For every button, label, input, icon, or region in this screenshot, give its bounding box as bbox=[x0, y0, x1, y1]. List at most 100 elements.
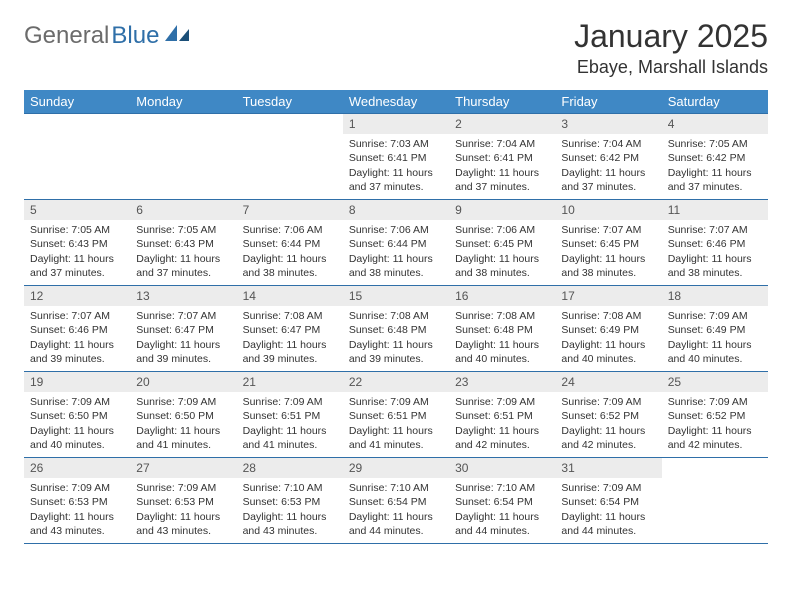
day-line: Sunset: 6:49 PM bbox=[561, 323, 655, 337]
day-number: 18 bbox=[662, 286, 768, 306]
day-body bbox=[24, 134, 130, 141]
day-cell: 21Sunrise: 7:09 AMSunset: 6:51 PMDayligh… bbox=[237, 372, 343, 458]
day-line: Sunrise: 7:09 AM bbox=[561, 395, 655, 409]
day-line: Sunrise: 7:06 AM bbox=[243, 223, 337, 237]
day-line: Sunset: 6:44 PM bbox=[349, 237, 443, 251]
day-cell: 6Sunrise: 7:05 AMSunset: 6:43 PMDaylight… bbox=[130, 200, 236, 286]
day-line: Daylight: 11 hours and 40 minutes. bbox=[668, 338, 762, 366]
day-number: 16 bbox=[449, 286, 555, 306]
day-cell: 16Sunrise: 7:08 AMSunset: 6:48 PMDayligh… bbox=[449, 286, 555, 372]
day-cell: 19Sunrise: 7:09 AMSunset: 6:50 PMDayligh… bbox=[24, 372, 130, 458]
day-line: Sunrise: 7:05 AM bbox=[136, 223, 230, 237]
day-line: Sunrise: 7:09 AM bbox=[668, 395, 762, 409]
week-row: 26Sunrise: 7:09 AMSunset: 6:53 PMDayligh… bbox=[24, 458, 768, 544]
month-title: January 2025 bbox=[574, 18, 768, 55]
day-cell: 10Sunrise: 7:07 AMSunset: 6:45 PMDayligh… bbox=[555, 200, 661, 286]
day-line: Sunrise: 7:08 AM bbox=[349, 309, 443, 323]
weekday-header: Friday bbox=[555, 90, 661, 114]
day-body: Sunrise: 7:07 AMSunset: 6:46 PMDaylight:… bbox=[662, 220, 768, 284]
day-line: Sunrise: 7:10 AM bbox=[243, 481, 337, 495]
day-number: 15 bbox=[343, 286, 449, 306]
day-line: Sunset: 6:53 PM bbox=[136, 495, 230, 509]
day-cell bbox=[237, 114, 343, 200]
day-body: Sunrise: 7:09 AMSunset: 6:50 PMDaylight:… bbox=[130, 392, 236, 456]
day-line: Daylight: 11 hours and 44 minutes. bbox=[561, 510, 655, 538]
day-body: Sunrise: 7:04 AMSunset: 6:42 PMDaylight:… bbox=[555, 134, 661, 198]
day-number bbox=[237, 114, 343, 134]
day-line: Sunrise: 7:08 AM bbox=[561, 309, 655, 323]
day-cell: 18Sunrise: 7:09 AMSunset: 6:49 PMDayligh… bbox=[662, 286, 768, 372]
day-cell: 20Sunrise: 7:09 AMSunset: 6:50 PMDayligh… bbox=[130, 372, 236, 458]
day-body bbox=[662, 478, 768, 485]
day-body: Sunrise: 7:09 AMSunset: 6:53 PMDaylight:… bbox=[24, 478, 130, 542]
logo-text-blue: Blue bbox=[111, 22, 159, 50]
day-line: Sunrise: 7:05 AM bbox=[668, 137, 762, 151]
day-cell: 25Sunrise: 7:09 AMSunset: 6:52 PMDayligh… bbox=[662, 372, 768, 458]
day-cell: 31Sunrise: 7:09 AMSunset: 6:54 PMDayligh… bbox=[555, 458, 661, 544]
day-line: Daylight: 11 hours and 37 minutes. bbox=[668, 166, 762, 194]
day-line: Sunset: 6:43 PM bbox=[30, 237, 124, 251]
day-line: Sunrise: 7:09 AM bbox=[30, 481, 124, 495]
calendar-table: SundayMondayTuesdayWednesdayThursdayFrid… bbox=[24, 90, 768, 544]
day-line: Sunset: 6:53 PM bbox=[30, 495, 124, 509]
weekday-header: Wednesday bbox=[343, 90, 449, 114]
day-number: 23 bbox=[449, 372, 555, 392]
day-number: 26 bbox=[24, 458, 130, 478]
day-cell: 30Sunrise: 7:10 AMSunset: 6:54 PMDayligh… bbox=[449, 458, 555, 544]
day-line: Sunrise: 7:09 AM bbox=[243, 395, 337, 409]
day-line: Sunset: 6:54 PM bbox=[455, 495, 549, 509]
day-cell: 26Sunrise: 7:09 AMSunset: 6:53 PMDayligh… bbox=[24, 458, 130, 544]
day-cell bbox=[130, 114, 236, 200]
day-line: Sunrise: 7:05 AM bbox=[30, 223, 124, 237]
day-number: 25 bbox=[662, 372, 768, 392]
day-line: Sunrise: 7:07 AM bbox=[30, 309, 124, 323]
day-number: 9 bbox=[449, 200, 555, 220]
day-body: Sunrise: 7:04 AMSunset: 6:41 PMDaylight:… bbox=[449, 134, 555, 198]
day-body: Sunrise: 7:10 AMSunset: 6:53 PMDaylight:… bbox=[237, 478, 343, 542]
day-number: 17 bbox=[555, 286, 661, 306]
day-line: Sunset: 6:42 PM bbox=[561, 151, 655, 165]
day-cell: 29Sunrise: 7:10 AMSunset: 6:54 PMDayligh… bbox=[343, 458, 449, 544]
day-line: Sunset: 6:53 PM bbox=[243, 495, 337, 509]
day-line: Sunrise: 7:09 AM bbox=[349, 395, 443, 409]
title-block: January 2025 Ebaye, Marshall Islands bbox=[574, 18, 768, 78]
day-body: Sunrise: 7:08 AMSunset: 6:48 PMDaylight:… bbox=[343, 306, 449, 370]
day-line: Sunset: 6:42 PM bbox=[668, 151, 762, 165]
day-body: Sunrise: 7:09 AMSunset: 6:51 PMDaylight:… bbox=[449, 392, 555, 456]
day-line: Daylight: 11 hours and 43 minutes. bbox=[136, 510, 230, 538]
day-line: Daylight: 11 hours and 37 minutes. bbox=[561, 166, 655, 194]
day-body: Sunrise: 7:05 AMSunset: 6:43 PMDaylight:… bbox=[24, 220, 130, 284]
day-number: 2 bbox=[449, 114, 555, 134]
day-body: Sunrise: 7:10 AMSunset: 6:54 PMDaylight:… bbox=[449, 478, 555, 542]
day-line: Daylight: 11 hours and 39 minutes. bbox=[243, 338, 337, 366]
day-cell: 11Sunrise: 7:07 AMSunset: 6:46 PMDayligh… bbox=[662, 200, 768, 286]
day-number: 3 bbox=[555, 114, 661, 134]
day-cell: 14Sunrise: 7:08 AMSunset: 6:47 PMDayligh… bbox=[237, 286, 343, 372]
day-line: Daylight: 11 hours and 39 minutes. bbox=[30, 338, 124, 366]
day-line: Sunrise: 7:10 AM bbox=[455, 481, 549, 495]
day-line: Sunrise: 7:04 AM bbox=[561, 137, 655, 151]
day-body: Sunrise: 7:09 AMSunset: 6:50 PMDaylight:… bbox=[24, 392, 130, 456]
day-line: Daylight: 11 hours and 44 minutes. bbox=[349, 510, 443, 538]
week-row: 5Sunrise: 7:05 AMSunset: 6:43 PMDaylight… bbox=[24, 200, 768, 286]
day-number: 19 bbox=[24, 372, 130, 392]
day-body: Sunrise: 7:05 AMSunset: 6:43 PMDaylight:… bbox=[130, 220, 236, 284]
day-body: Sunrise: 7:09 AMSunset: 6:54 PMDaylight:… bbox=[555, 478, 661, 542]
day-cell: 8Sunrise: 7:06 AMSunset: 6:44 PMDaylight… bbox=[343, 200, 449, 286]
day-line: Daylight: 11 hours and 42 minutes. bbox=[561, 424, 655, 452]
day-number: 10 bbox=[555, 200, 661, 220]
day-line: Daylight: 11 hours and 38 minutes. bbox=[349, 252, 443, 280]
day-body: Sunrise: 7:08 AMSunset: 6:47 PMDaylight:… bbox=[237, 306, 343, 370]
day-number: 11 bbox=[662, 200, 768, 220]
day-body bbox=[237, 134, 343, 141]
day-body: Sunrise: 7:09 AMSunset: 6:51 PMDaylight:… bbox=[343, 392, 449, 456]
day-line: Daylight: 11 hours and 38 minutes. bbox=[455, 252, 549, 280]
logo: GeneralBlue bbox=[24, 18, 191, 50]
day-line: Sunrise: 7:06 AM bbox=[349, 223, 443, 237]
day-line: Sunset: 6:46 PM bbox=[30, 323, 124, 337]
day-number: 28 bbox=[237, 458, 343, 478]
day-number: 29 bbox=[343, 458, 449, 478]
day-line: Daylight: 11 hours and 41 minutes. bbox=[243, 424, 337, 452]
day-number: 13 bbox=[130, 286, 236, 306]
day-line: Daylight: 11 hours and 41 minutes. bbox=[136, 424, 230, 452]
